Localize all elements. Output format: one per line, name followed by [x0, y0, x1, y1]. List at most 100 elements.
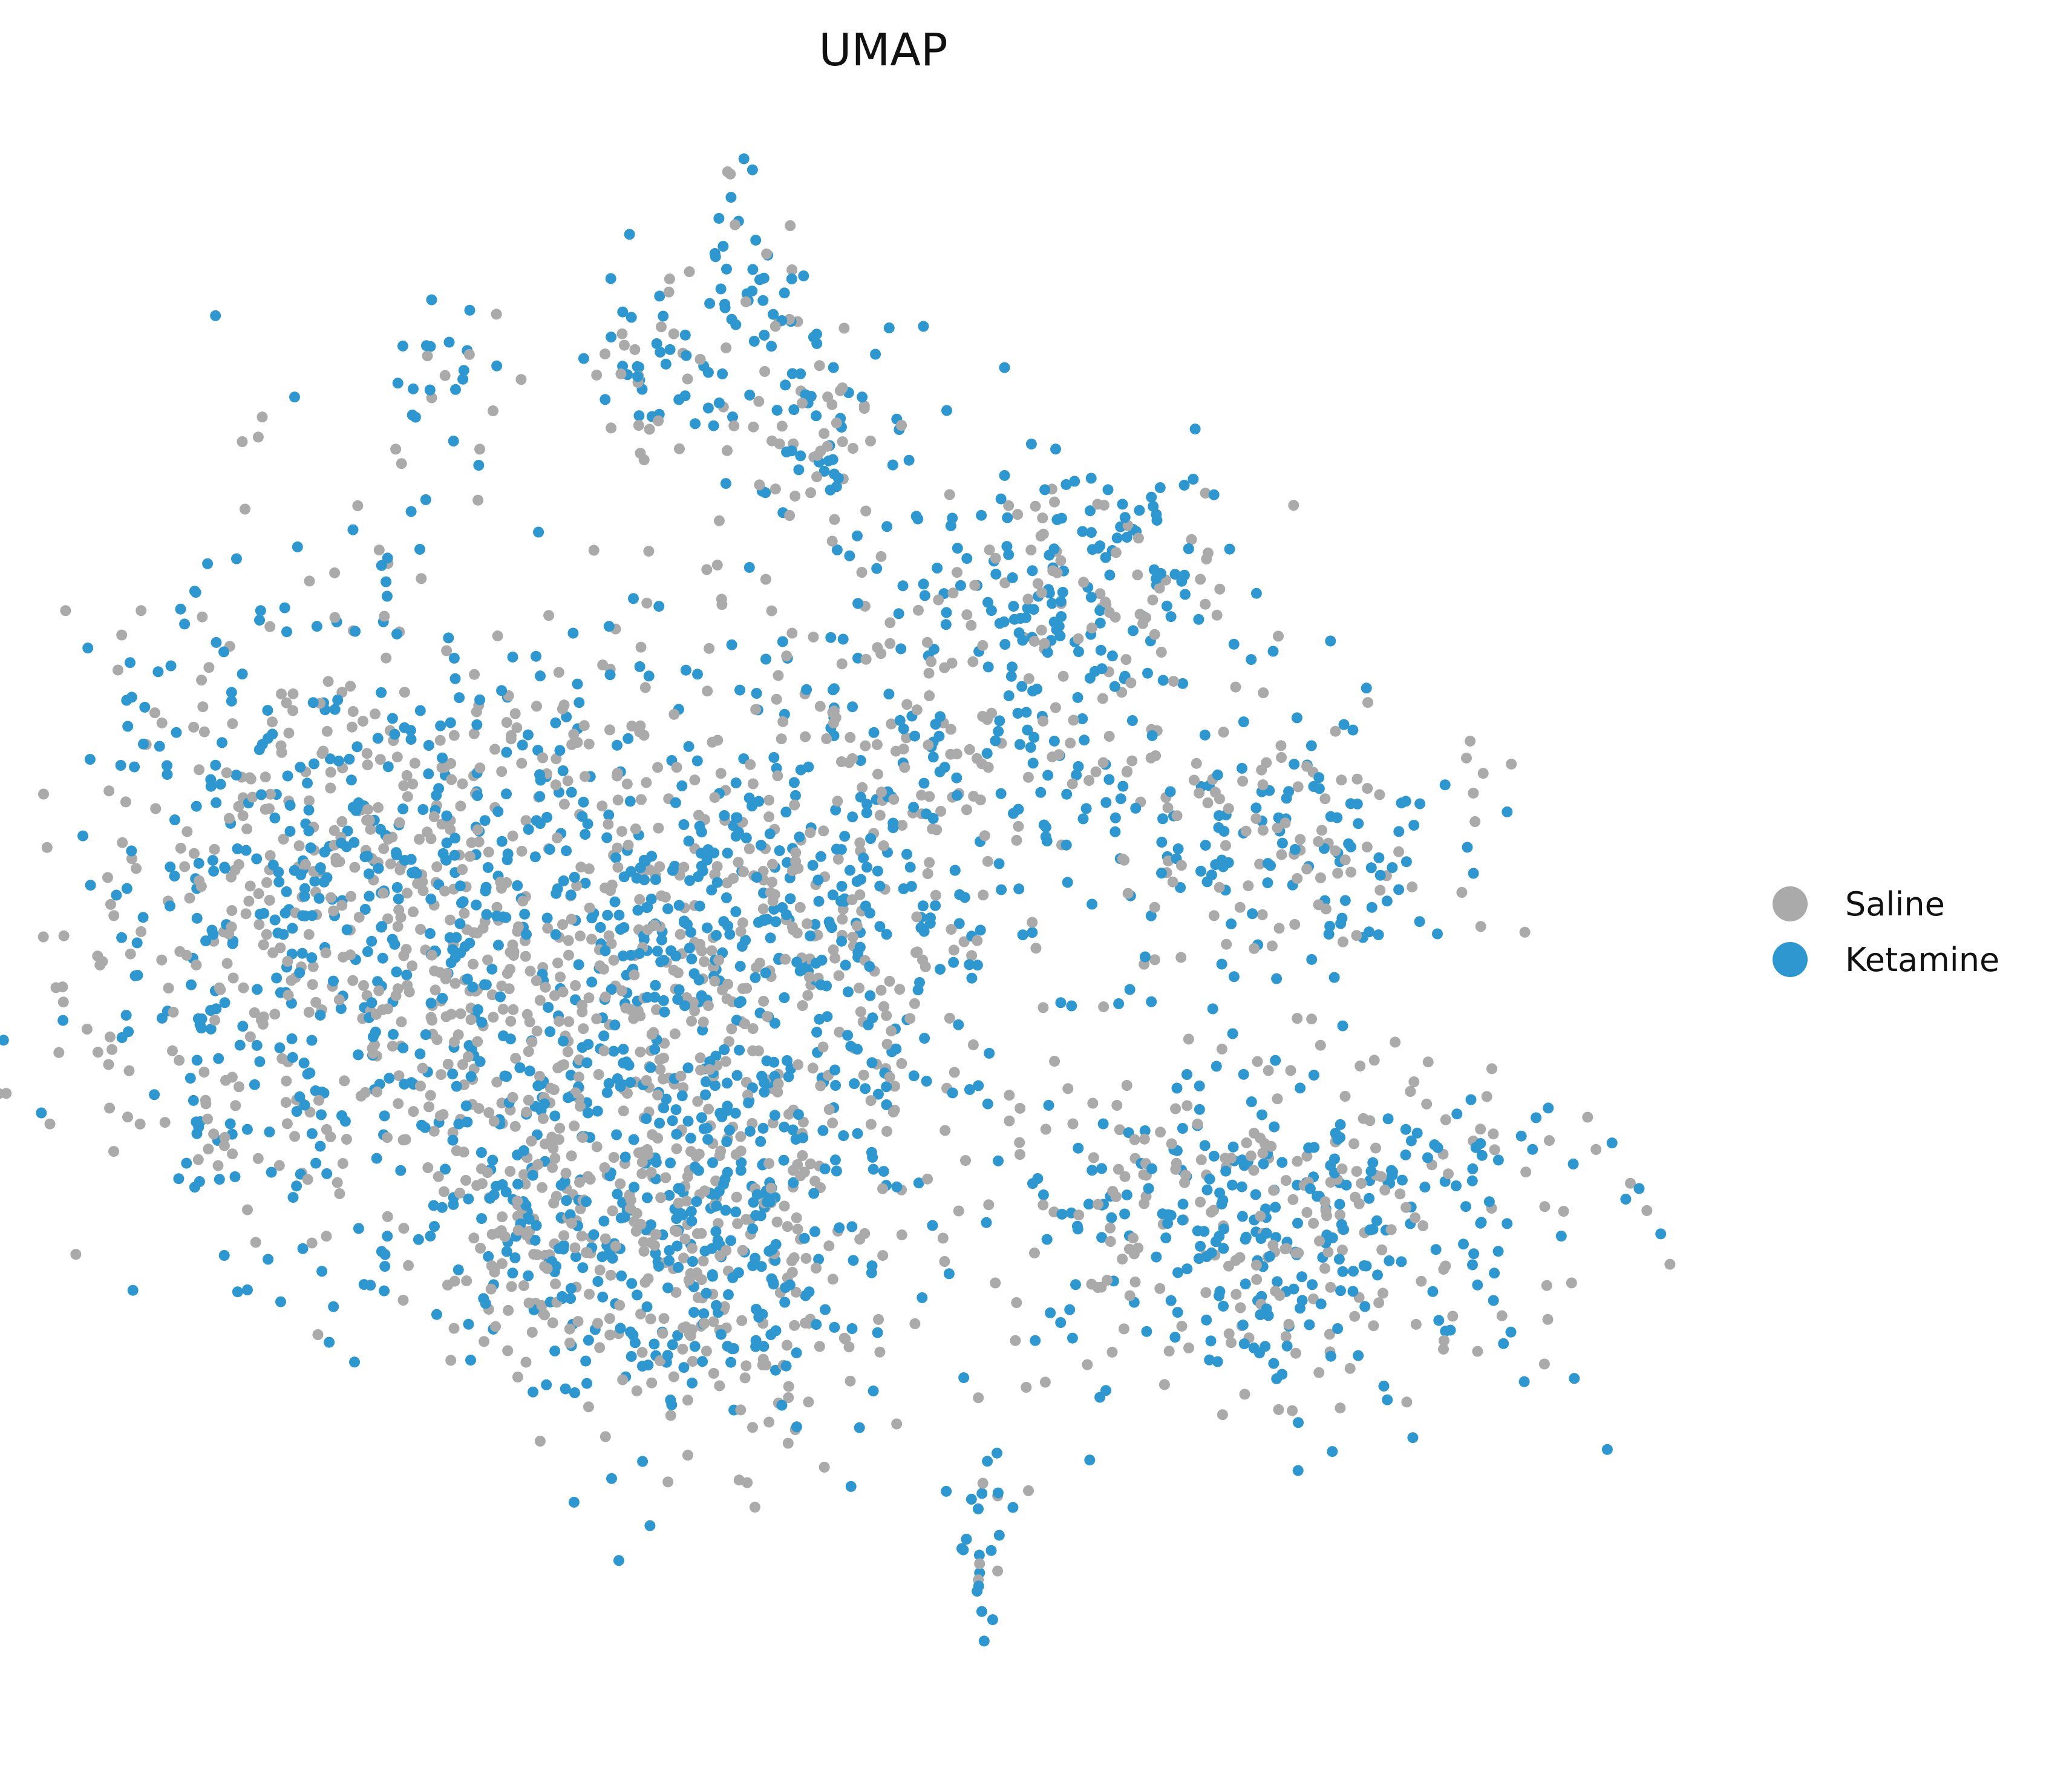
- point-saline: [117, 837, 128, 848]
- point-ketamine: [1261, 1228, 1272, 1239]
- point-saline: [1214, 882, 1225, 893]
- point-ketamine: [1040, 822, 1051, 833]
- point-ketamine: [605, 273, 616, 284]
- point-ketamine: [1247, 908, 1258, 920]
- point-saline: [819, 1462, 830, 1473]
- point-ketamine: [981, 1217, 992, 1228]
- point-ketamine: [1364, 1192, 1375, 1204]
- point-ketamine: [805, 391, 817, 402]
- point-saline: [653, 415, 664, 427]
- point-ketamine: [713, 212, 725, 224]
- point-saline: [759, 366, 771, 377]
- point-saline: [571, 880, 583, 891]
- point-saline: [1285, 1065, 1296, 1076]
- point-ketamine: [1212, 1356, 1223, 1367]
- point-ketamine: [830, 804, 842, 816]
- point-ketamine: [275, 1296, 286, 1307]
- point-ketamine: [996, 884, 1007, 895]
- point-saline: [333, 994, 345, 1006]
- point-saline: [473, 1103, 485, 1114]
- point-saline: [134, 1118, 146, 1130]
- point-ketamine: [347, 524, 359, 535]
- point-saline: [671, 1226, 682, 1237]
- point-saline: [460, 1174, 471, 1186]
- point-saline: [526, 1327, 538, 1338]
- point-ketamine: [381, 576, 392, 587]
- point-saline: [737, 1245, 748, 1256]
- point-ketamine: [618, 871, 630, 883]
- point-saline: [543, 610, 555, 621]
- point-ketamine: [1089, 666, 1100, 677]
- point-ketamine: [1366, 901, 1378, 913]
- point-ketamine: [240, 845, 252, 856]
- point-saline: [412, 878, 423, 889]
- point-saline: [1113, 1163, 1124, 1175]
- point-ketamine: [282, 770, 293, 782]
- point-saline: [805, 827, 816, 839]
- point-ketamine: [454, 692, 465, 704]
- point-saline: [600, 991, 611, 1003]
- point-saline: [287, 688, 299, 699]
- point-saline: [645, 1166, 657, 1178]
- point-saline: [196, 675, 208, 686]
- point-ketamine: [872, 1088, 884, 1100]
- point-ketamine: [1111, 532, 1123, 544]
- point-ketamine: [303, 825, 315, 837]
- point-saline: [875, 984, 887, 996]
- point-ketamine: [581, 1378, 593, 1389]
- point-ketamine: [127, 1284, 139, 1296]
- point-ketamine: [1157, 1208, 1168, 1220]
- point-saline: [81, 1024, 93, 1035]
- point-ketamine: [296, 947, 308, 959]
- point-ketamine: [611, 1129, 623, 1140]
- point-saline: [1047, 751, 1058, 763]
- point-ketamine: [189, 1182, 200, 1193]
- point-saline: [1223, 1328, 1235, 1340]
- point-ketamine: [1288, 1283, 1299, 1295]
- point-ketamine: [362, 946, 373, 957]
- point-saline: [1544, 1135, 1555, 1147]
- point-saline: [136, 605, 147, 617]
- point-ketamine: [1268, 1358, 1279, 1369]
- point-saline: [212, 1160, 224, 1171]
- point-ketamine: [193, 857, 204, 869]
- point-saline: [320, 947, 332, 958]
- point-saline: [1188, 774, 1200, 786]
- point-ketamine: [1468, 868, 1479, 879]
- point-ketamine: [710, 1080, 721, 1091]
- point-ketamine: [291, 1106, 302, 1117]
- point-ketamine: [241, 1124, 253, 1135]
- point-ketamine: [215, 779, 226, 790]
- point-ketamine: [401, 969, 413, 981]
- point-ketamine: [491, 911, 502, 921]
- point-saline: [784, 510, 796, 521]
- point-ketamine: [1451, 1180, 1462, 1191]
- point-saline: [1014, 1149, 1025, 1160]
- point-saline: [465, 1014, 477, 1025]
- point-ketamine: [1141, 1326, 1152, 1337]
- point-saline: [865, 435, 876, 447]
- point-saline: [550, 1278, 561, 1290]
- point-saline: [763, 1158, 775, 1169]
- point-saline: [977, 1477, 989, 1489]
- point-ketamine: [482, 862, 494, 873]
- point-saline: [771, 693, 782, 705]
- point-ketamine: [1555, 1231, 1567, 1242]
- point-ketamine: [815, 979, 826, 990]
- point-saline: [491, 901, 503, 913]
- point-saline: [449, 978, 461, 989]
- point-saline: [227, 972, 239, 984]
- point-saline: [1191, 757, 1202, 769]
- point-ketamine: [366, 997, 377, 1009]
- point-ketamine: [523, 1270, 534, 1281]
- point-saline: [490, 1321, 502, 1332]
- point-saline: [904, 1013, 916, 1024]
- point-ketamine: [1017, 929, 1028, 941]
- point-ketamine: [819, 1163, 831, 1174]
- point-ketamine: [348, 837, 360, 848]
- point-ketamine: [750, 1252, 761, 1264]
- point-ketamine: [1199, 1140, 1211, 1151]
- point-ketamine: [491, 360, 503, 371]
- point-ketamine: [1085, 592, 1097, 603]
- point-saline: [1440, 1114, 1451, 1125]
